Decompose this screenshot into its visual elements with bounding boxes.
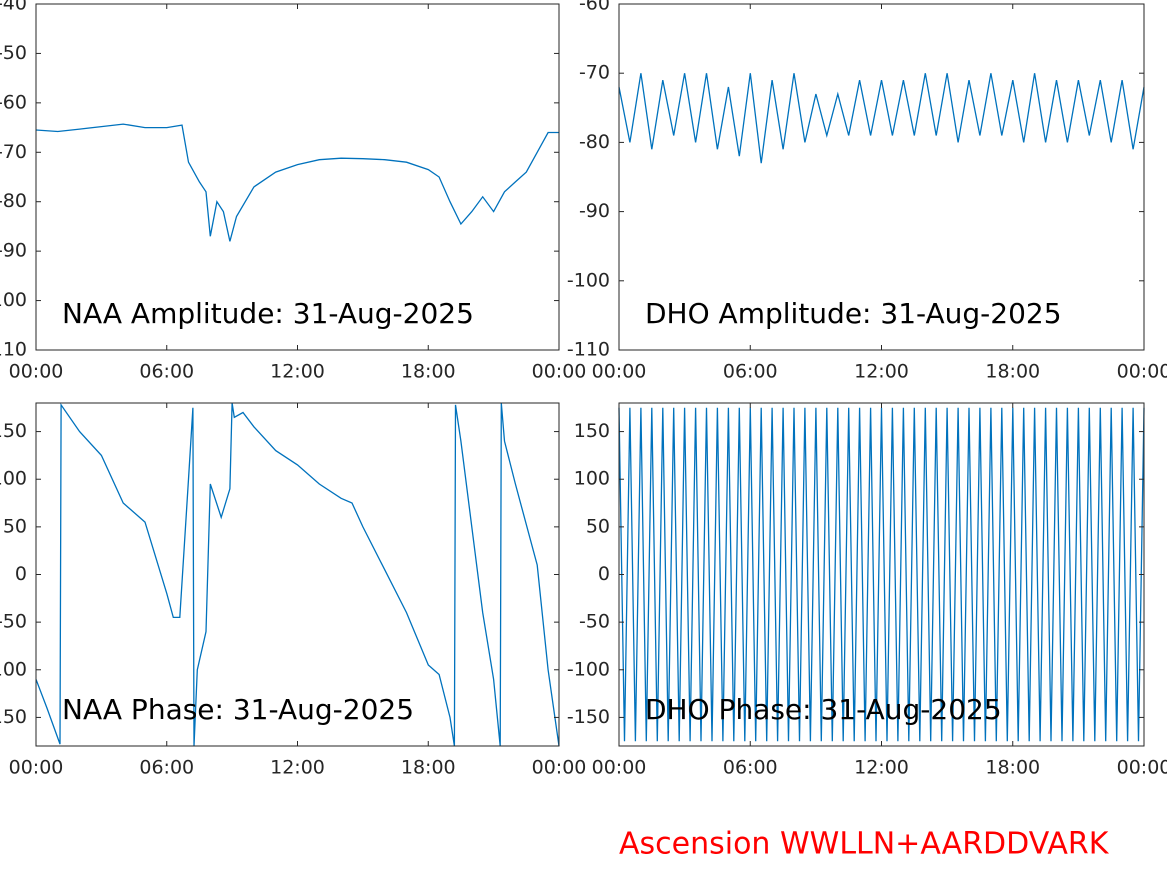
x-tick-label: 18:00	[401, 361, 456, 383]
x-tick-label: 06:00	[139, 757, 194, 779]
y-tick-label: -150	[567, 706, 610, 728]
x-tick-label: 06:00	[723, 757, 778, 779]
y-tick-label: -150	[0, 706, 27, 728]
x-tick-label: 18:00	[985, 757, 1040, 779]
y-tick-label: -60	[579, 0, 610, 15]
chart-title: NAA Amplitude: 31-Aug-2025	[62, 297, 474, 330]
chart-title: DHO Phase: 31-Aug-2025	[645, 693, 1002, 726]
x-tick-label: 00:00	[532, 361, 587, 383]
signal-trace	[618, 407, 1145, 742]
x-tick-label: 00:00	[592, 757, 647, 779]
y-tick-label: -70	[0, 141, 27, 163]
y-tick-label: -50	[579, 611, 610, 633]
y-tick-label: -100	[0, 289, 27, 311]
x-tick-label: 12:00	[270, 757, 325, 779]
y-tick-label: -40	[0, 0, 27, 15]
x-tick-label: 06:00	[723, 361, 778, 383]
y-tick-label: -100	[567, 269, 610, 291]
x-tick-label: 00:00	[1117, 361, 1167, 383]
y-tick-label: -50	[0, 611, 27, 633]
footer: Ascension WWLLN+AARDDVARK	[619, 827, 1110, 862]
chart-title: NAA Phase: 31-Aug-2025	[62, 693, 414, 726]
y-tick-label: 50	[586, 515, 610, 537]
x-tick-label: 18:00	[401, 757, 456, 779]
signal-trace	[35, 123, 559, 242]
x-tick-label: 12:00	[854, 757, 909, 779]
x-tick-label: 00:00	[532, 757, 587, 779]
x-tick-label: 00:00	[9, 361, 64, 383]
x-tick-label: 18:00	[985, 361, 1040, 383]
y-tick-label: -100	[567, 658, 610, 680]
y-tick-label: -100	[0, 658, 27, 680]
y-tick-label: 50	[3, 515, 27, 537]
signal-trace	[35, 402, 560, 747]
x-tick-label: 12:00	[270, 361, 325, 383]
x-tick-label: 12:00	[854, 361, 909, 383]
y-tick-label: -80	[579, 131, 610, 153]
y-tick-label: -60	[0, 91, 27, 113]
x-tick-label: 06:00	[139, 361, 194, 383]
chart-title: DHO Amplitude: 31-Aug-2025	[645, 297, 1062, 330]
y-tick-label: -110	[567, 339, 610, 361]
y-tick-label: 100	[574, 468, 610, 490]
y-tick-label: 150	[574, 420, 610, 442]
y-tick-label: 150	[0, 420, 27, 442]
y-tick-label: 0	[15, 563, 27, 585]
y-tick-label: -90	[579, 200, 610, 222]
y-tick-label: -50	[0, 42, 27, 64]
y-tick-label: -80	[0, 190, 27, 212]
signal-trace	[618, 73, 1145, 164]
y-tick-label: -90	[0, 240, 27, 262]
y-tick-label: -110	[0, 339, 27, 361]
y-tick-label: -70	[579, 62, 610, 84]
x-tick-label: 00:00	[592, 361, 647, 383]
x-tick-label: 00:00	[9, 757, 64, 779]
x-tick-label: 00:00	[1117, 757, 1167, 779]
y-tick-label: 100	[0, 468, 27, 490]
y-tick-label: 0	[598, 563, 610, 585]
